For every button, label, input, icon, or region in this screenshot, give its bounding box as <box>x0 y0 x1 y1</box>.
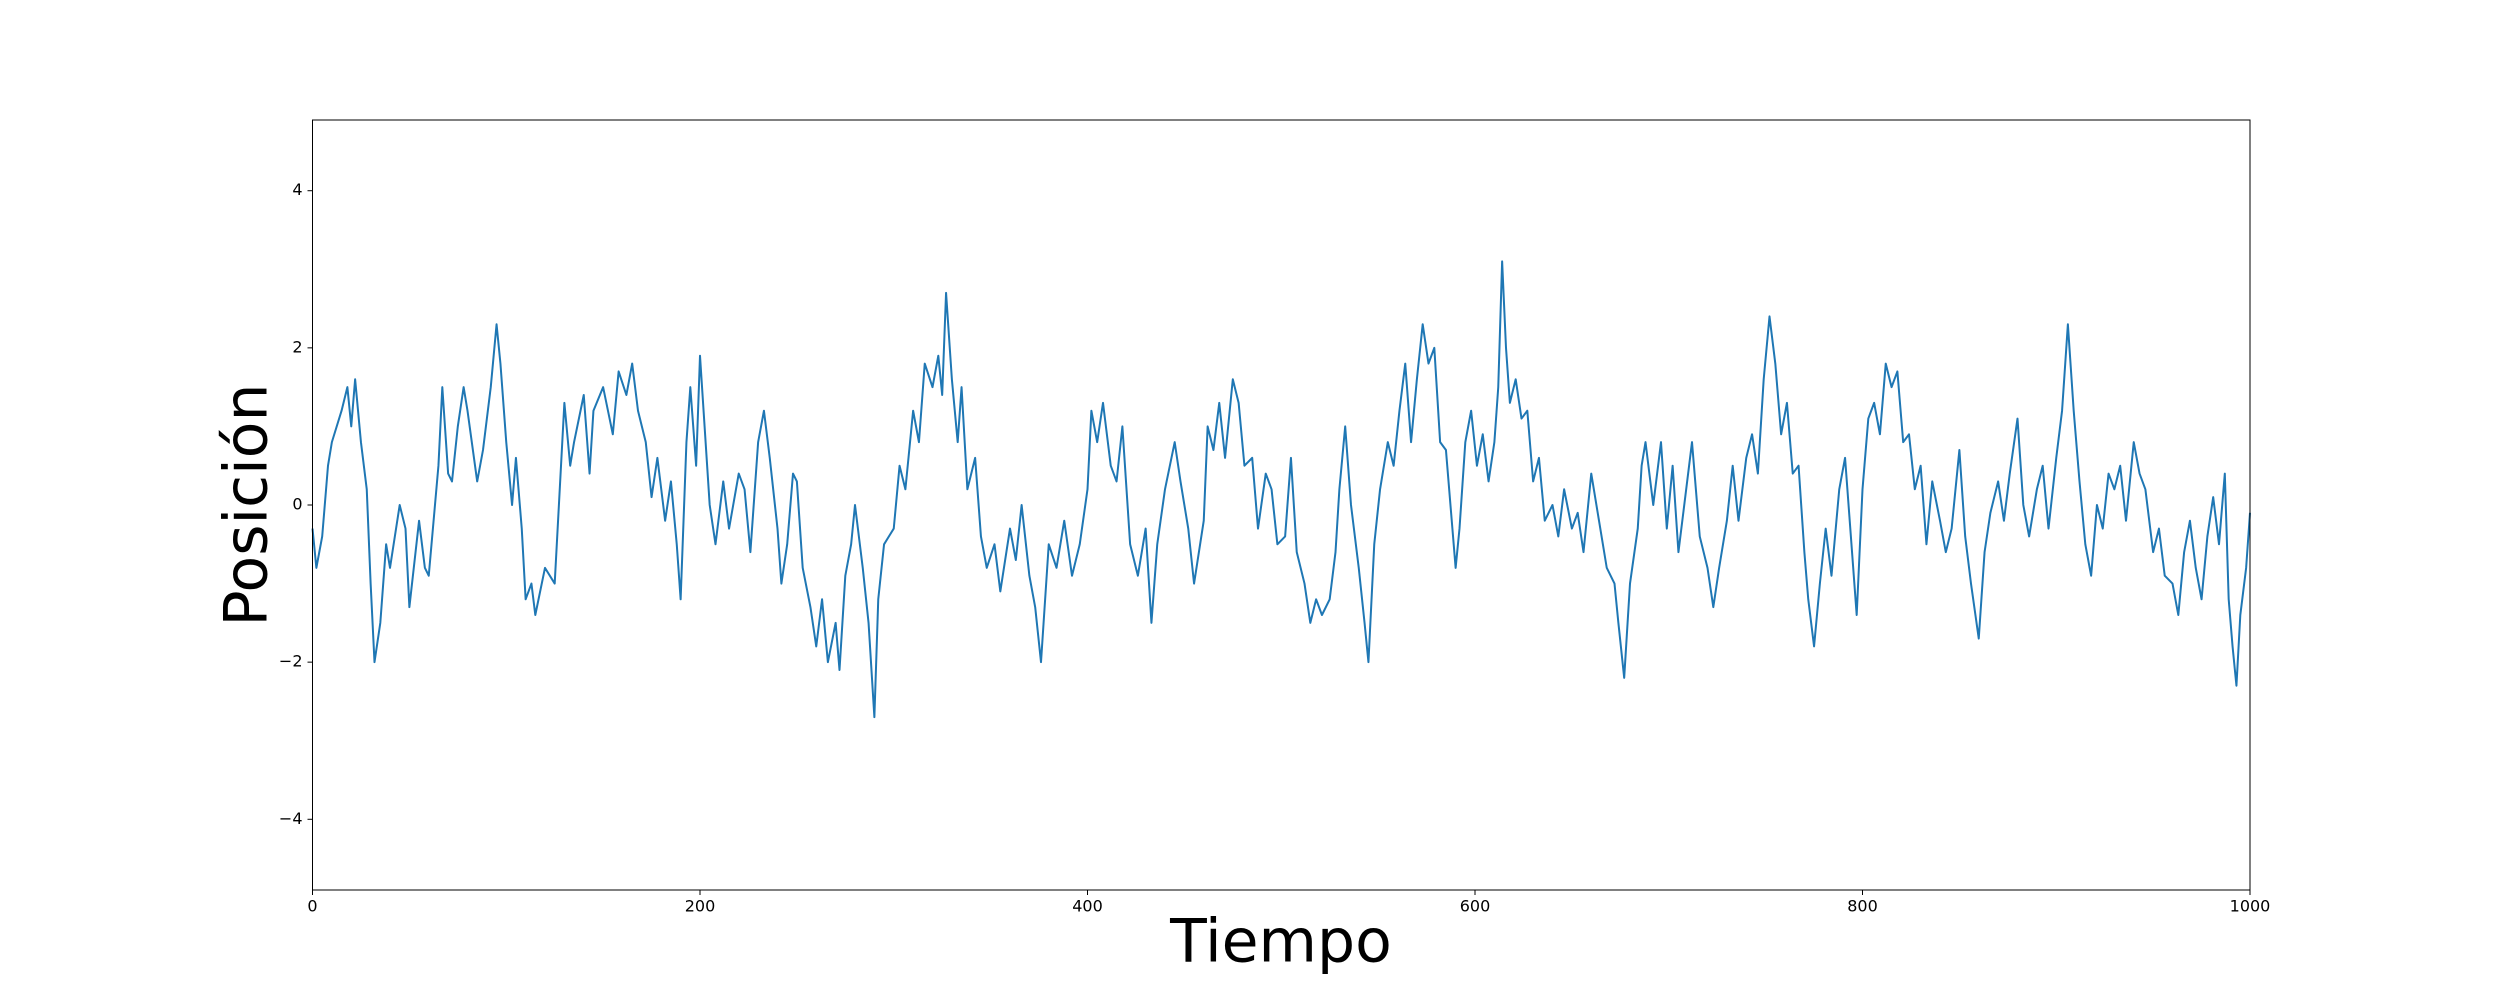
x-axis-label: Tiempo <box>1169 907 1392 977</box>
y-tick-label: 4 <box>292 180 302 199</box>
y-tick-label: −4 <box>279 809 303 828</box>
x-tick-label: 600 <box>1460 897 1491 916</box>
y-axis-label: Posición <box>212 383 282 626</box>
x-tick-label: 800 <box>1847 897 1878 916</box>
x-tick-label: 400 <box>1072 897 1103 916</box>
x-tick-label: 0 <box>307 897 317 916</box>
line-series <box>311 260 2251 719</box>
y-tick-label: 2 <box>292 337 302 356</box>
x-tick-label: 200 <box>685 897 716 916</box>
y-tick-label: −2 <box>279 652 303 671</box>
x-tick-label: 1000 <box>2230 897 2271 916</box>
y-tick-label: 0 <box>292 495 302 514</box>
plot-frame <box>312 119 2251 891</box>
